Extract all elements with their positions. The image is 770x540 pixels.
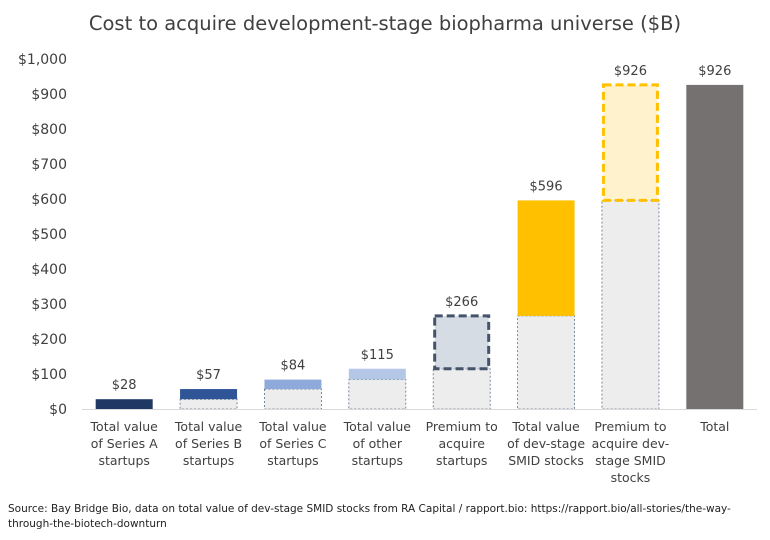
data-label: $28 (112, 378, 137, 393)
y-tick-label: $0 (49, 402, 67, 418)
bar-base (517, 315, 575, 410)
y-tick-label: $100 (31, 367, 67, 383)
bar-segment (686, 84, 744, 410)
data-label: $57 (196, 368, 221, 383)
y-tick-label: $600 (31, 192, 67, 208)
bar-group: $57 (179, 368, 238, 410)
chart-title: Cost to acquire development-stage biopha… (88, 12, 682, 35)
x-category-label: Total value of other startups (343, 419, 412, 468)
y-tick-label: $700 (31, 157, 67, 173)
bar-base (601, 199, 660, 410)
bar-segment (95, 399, 153, 409)
y-tick-label: $900 (31, 87, 67, 103)
data-label: $115 (361, 348, 394, 363)
y-axis: $0 $100 $200 $300 $400 $500 $600 $700 $800 $900 $1… (18, 52, 67, 418)
bar-group: $596 (517, 179, 575, 410)
y-tick-label: $500 (31, 227, 67, 243)
y-tick-label: $800 (31, 122, 67, 138)
source-note: Source: Bay Bridge Bio, data on total va… (8, 503, 731, 530)
bar-segment (180, 389, 238, 400)
y-tick-label: $400 (31, 262, 67, 278)
x-category-label: Total (699, 419, 729, 434)
bar-segment (348, 368, 406, 380)
bar-group: $115 (348, 348, 407, 410)
bar-segment (264, 379, 322, 390)
data-label: $266 (445, 295, 478, 310)
bars: $28 $57 $84 $115 $266 $596 $926 $926 (95, 64, 744, 410)
x-category-label: Premium to acquire dev-stage SMID stocks (592, 419, 670, 485)
x-category-label: Total value of dev-stage SMID stocks (507, 419, 585, 468)
y-tick-label: $300 (31, 297, 67, 313)
bar-base (348, 379, 407, 410)
bar-segment (601, 83, 659, 202)
bar-base (179, 398, 238, 410)
bar-base (432, 368, 491, 410)
bar-base (264, 388, 322, 410)
bar-group: $84 (264, 359, 322, 410)
bar-group: $926 (601, 64, 660, 410)
y-tick-label: $1,000 (18, 52, 67, 68)
bar-segment (517, 200, 575, 316)
data-label: $926 (698, 64, 731, 79)
data-label: $926 (614, 64, 647, 79)
y-tick-label: $200 (31, 332, 67, 348)
data-label: $84 (281, 359, 306, 374)
x-category-label: Premium to acquire startups (426, 419, 498, 468)
bar-segment (433, 314, 491, 371)
data-label: $596 (530, 179, 563, 194)
bar-group: $926 (686, 64, 744, 410)
bar-group: $266 (432, 295, 491, 410)
bar-group: $28 (95, 378, 153, 409)
